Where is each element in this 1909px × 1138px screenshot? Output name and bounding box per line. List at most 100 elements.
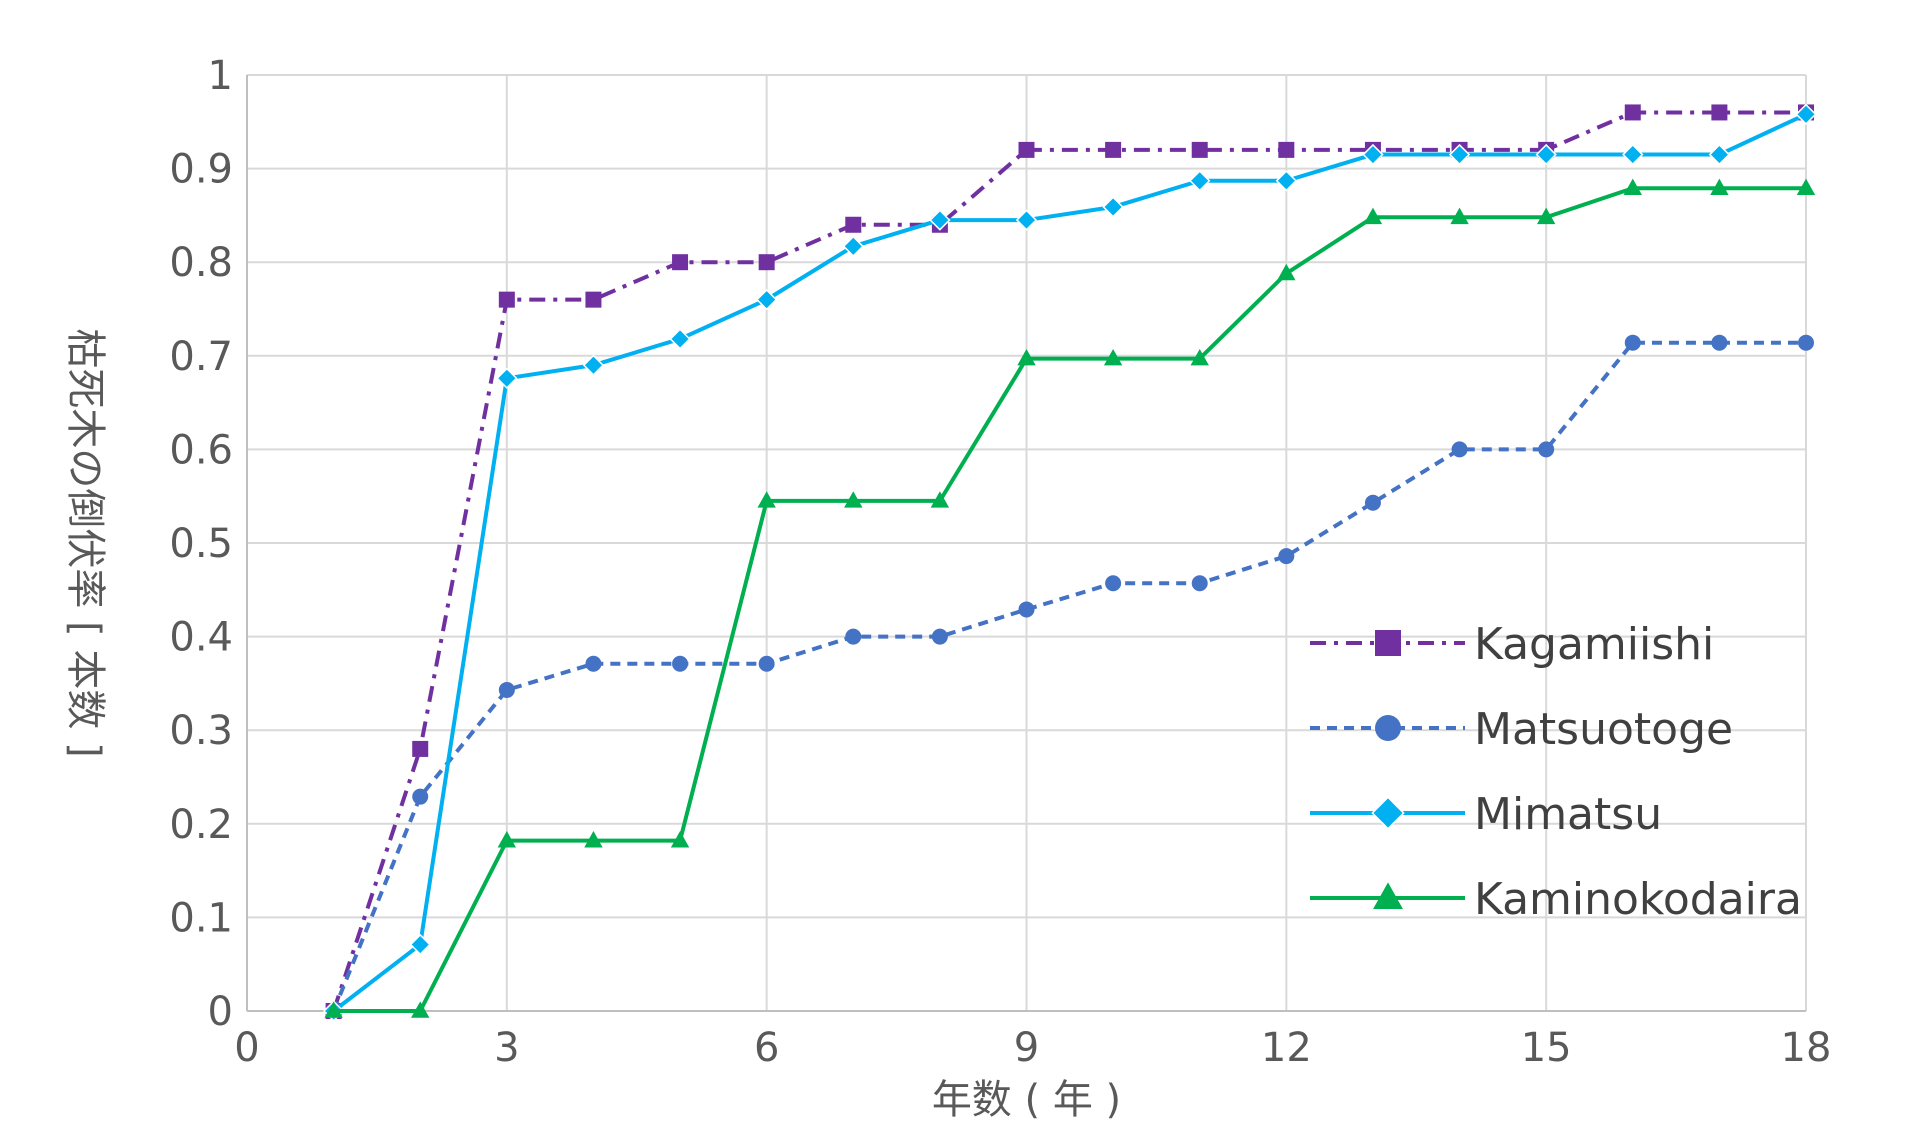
- legend-label-mimatsu: Mimatsu: [1474, 789, 1662, 840]
- y-tick-label: 0.1: [169, 895, 233, 941]
- data-point-kaminokodaira: [1710, 178, 1729, 196]
- data-point-mimatsu: [756, 288, 778, 311]
- data-point-mimatsu: [409, 933, 431, 956]
- data-point-mimatsu: [582, 354, 605, 376]
- data-point-matsuotoge: [1278, 548, 1295, 565]
- y-tick-label: 0: [208, 989, 233, 1035]
- y-tick-label: 0.6: [169, 427, 233, 473]
- data-point-matsuotoge: [585, 655, 602, 672]
- legend-item-kagamiishi: Kagamiishi: [1310, 619, 1714, 670]
- data-point-mimatsu: [1535, 143, 1557, 166]
- data-point-mimatsu: [1448, 143, 1471, 166]
- data-point-matsuotoge: [1105, 575, 1122, 592]
- y-tick-label: 1: [208, 53, 233, 99]
- data-point-kaminokodaira: [1277, 263, 1296, 281]
- x-tick-label: 6: [754, 1025, 779, 1071]
- series-line-kaminokodaira: [333, 186, 1806, 1013]
- series-kaminokodaira: [324, 178, 1816, 1018]
- data-point-mimatsu: [929, 209, 951, 231]
- data-point-kaminokodaira: [324, 1001, 343, 1018]
- data-point-kaminokodaira: [757, 491, 776, 508]
- legend-marker-kagamiishi: [1375, 630, 1401, 656]
- data-point-kaminokodaira: [411, 1001, 430, 1018]
- data-point-mimatsu: [1275, 170, 1297, 192]
- legend-marker-matsuotoge: [1375, 715, 1401, 741]
- plot-area: [322, 103, 1817, 1022]
- legend-label-kaminokodaira: Kaminokodaira: [1474, 874, 1802, 925]
- data-point-matsuotoge: [1711, 334, 1728, 351]
- data-point-kagamiishi: [1191, 141, 1208, 158]
- data-point-kaminokodaira: [1103, 349, 1123, 366]
- data-point-kaminokodaira: [844, 491, 863, 508]
- data-point-matsuotoge: [931, 628, 948, 645]
- data-point-mimatsu: [842, 235, 864, 257]
- data-point-matsuotoge: [758, 655, 775, 672]
- x-tick-label: 18: [1781, 1025, 1832, 1071]
- data-point-kaminokodaira: [1363, 207, 1383, 225]
- data-point-kagamiishi: [1624, 104, 1641, 121]
- series-kagamiishi: [325, 104, 1814, 1019]
- legend-item-kaminokodaira: Kaminokodaira: [1310, 874, 1802, 925]
- data-point-mimatsu: [1189, 170, 1211, 192]
- y-tick-label: 0.3: [169, 708, 233, 754]
- data-point-kagamiishi: [1105, 141, 1122, 158]
- series-line-matsuotoge: [331, 340, 1806, 1012]
- data-point-mimatsu: [1795, 103, 1817, 125]
- data-point-kaminokodaira: [1796, 178, 1816, 196]
- legend-marker-kaminokodaira: [1373, 882, 1403, 910]
- data-point-kagamiishi: [1278, 141, 1295, 158]
- data-point-kagamiishi: [758, 254, 775, 271]
- data-point-kaminokodaira: [1450, 207, 1469, 225]
- data-point-matsuotoge: [1451, 441, 1468, 458]
- data-point-kaminokodaira: [670, 831, 690, 848]
- data-point-matsuotoge: [1798, 334, 1814, 351]
- grid: [247, 74, 1807, 1011]
- data-point-kagamiishi: [412, 740, 429, 757]
- data-point-matsuotoge: [845, 628, 862, 645]
- x-axis-title: 年数 ( 年 ): [932, 1077, 1121, 1123]
- data-point-kagamiishi: [1711, 104, 1728, 121]
- x-tick-label: 12: [1261, 1025, 1312, 1071]
- data-point-kaminokodaira: [497, 831, 517, 848]
- data-point-kaminokodaira: [584, 831, 603, 848]
- data-point-matsuotoge: [1364, 494, 1381, 511]
- data-point-matsuotoge: [1191, 575, 1208, 592]
- series-line-kagamiishi: [331, 110, 1806, 1012]
- series-matsuotoge: [325, 334, 1814, 1019]
- data-point-mimatsu: [1102, 196, 1124, 218]
- data-point-matsuotoge: [498, 681, 515, 698]
- series-line-mimatsu: [332, 112, 1807, 1013]
- data-point-kaminokodaira: [1536, 207, 1556, 225]
- y-tick-label: 0.9: [169, 147, 233, 193]
- y-tick-label: 0.8: [169, 240, 233, 286]
- axes: 0 0.1 0.2 0.3 0.4 0.5 0.6 0.7 0.8 0.9 1 0 3 6 9 12 15 18: [169, 53, 1831, 1071]
- legend-item-matsuotoge: Matsuotoge: [1310, 704, 1733, 755]
- legend-label-matsuotoge: Matsuotoge: [1474, 704, 1733, 755]
- data-point-mimatsu: [1362, 143, 1384, 166]
- data-point-kaminokodaira: [1190, 349, 1209, 366]
- data-point-mimatsu: [669, 328, 691, 350]
- series-mimatsu: [322, 103, 1817, 1022]
- legend: Kagamiishi Matsuotoge Mimatsu Kaminokodaira: [1310, 619, 1802, 925]
- data-point-matsuotoge: [1624, 334, 1641, 351]
- data-point-matsuotoge: [672, 655, 689, 672]
- data-point-kaminokodaira: [1017, 349, 1036, 366]
- data-point-matsuotoge: [412, 788, 429, 805]
- data-point-mimatsu: [496, 367, 518, 389]
- data-point-kagamiishi: [672, 254, 689, 271]
- data-point-kagamiishi: [1018, 141, 1035, 158]
- legend-item-mimatsu: Mimatsu: [1310, 789, 1662, 840]
- y-axis-title: 枯死木の倒伏率 [ 本数 ]: [62, 328, 108, 757]
- data-point-kaminokodaira: [930, 491, 950, 508]
- data-point-kagamiishi: [845, 216, 862, 233]
- data-point-mimatsu: [1015, 209, 1038, 231]
- data-point-kagamiishi: [585, 291, 602, 308]
- x-tick-label: 9: [1014, 1025, 1039, 1071]
- legend-label-kagamiishi: Kagamiishi: [1474, 619, 1714, 670]
- x-tick-label: 0: [234, 1025, 259, 1071]
- data-point-mimatsu: [1622, 143, 1644, 166]
- y-tick-label: 0.2: [169, 802, 233, 848]
- y-tick-label: 0.7: [169, 334, 233, 380]
- data-point-matsuotoge: [1018, 601, 1035, 618]
